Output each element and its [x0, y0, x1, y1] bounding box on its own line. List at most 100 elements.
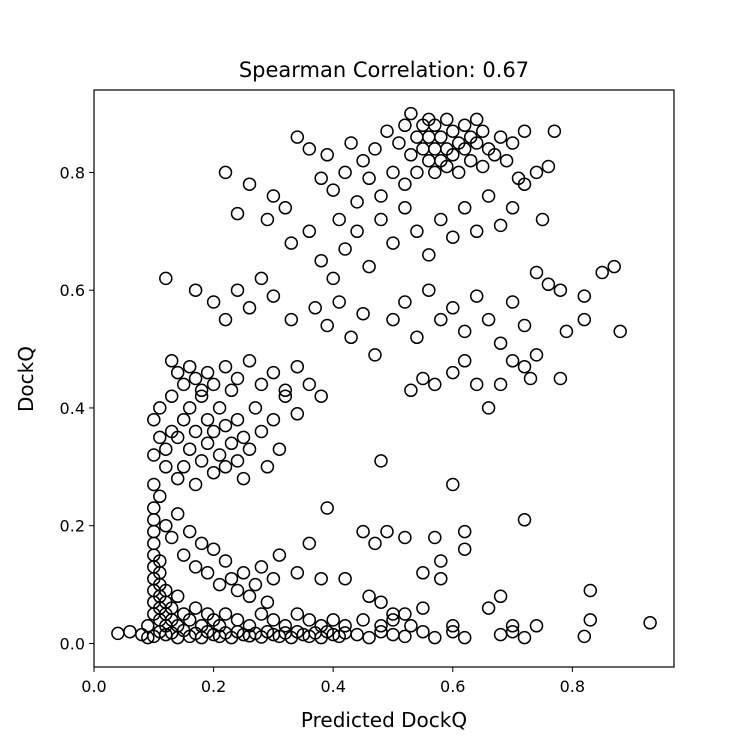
data-point — [338, 242, 352, 256]
data-point — [404, 619, 418, 633]
data-point — [416, 371, 430, 386]
data-point — [493, 336, 508, 350]
data-point — [254, 424, 269, 439]
data-point — [170, 365, 185, 380]
data-point — [182, 524, 197, 539]
data-point — [434, 312, 448, 327]
data-point — [428, 377, 442, 392]
data-point — [446, 365, 460, 380]
data-point — [440, 159, 454, 174]
data-point — [254, 271, 269, 286]
data-point — [147, 412, 161, 427]
data-point — [475, 124, 490, 138]
data-point — [164, 601, 179, 615]
data-point — [326, 183, 340, 197]
data-point — [266, 613, 281, 627]
data-point — [254, 377, 269, 392]
data-point — [188, 424, 203, 439]
data-point — [188, 560, 203, 574]
data-point — [164, 389, 179, 403]
data-point — [230, 583, 245, 598]
data-point — [290, 130, 305, 144]
data-point — [153, 401, 167, 415]
data-point — [517, 513, 532, 527]
data-point — [362, 589, 376, 604]
data-point — [147, 513, 161, 527]
data-point — [398, 629, 412, 644]
data-point — [206, 424, 221, 439]
data-point — [332, 295, 346, 309]
x-axis-label: Predicted DockQ — [301, 708, 467, 732]
data-point — [356, 153, 370, 168]
data-point — [577, 629, 592, 644]
data-point — [164, 354, 179, 368]
y-tick-label: 0.0 — [60, 634, 85, 653]
data-point — [326, 613, 340, 627]
x-tick-label: 0.0 — [81, 677, 106, 696]
data-point — [481, 189, 496, 203]
data-point — [541, 159, 556, 174]
data-point — [434, 571, 448, 586]
data-point — [332, 212, 346, 227]
data-point — [147, 477, 161, 492]
data-point — [314, 619, 328, 633]
data-point — [212, 401, 227, 415]
y-tick-label: 0.6 — [60, 281, 85, 300]
y-tick-label: 0.4 — [60, 399, 85, 418]
data-point — [469, 224, 484, 239]
data-point — [374, 454, 388, 468]
data-point — [457, 324, 472, 339]
data-point — [398, 295, 412, 309]
data-point — [242, 177, 257, 191]
data-point — [422, 283, 436, 297]
data-point — [302, 536, 317, 551]
data-point — [469, 289, 484, 303]
data-point — [493, 218, 508, 233]
data-point — [266, 412, 281, 427]
data-point — [505, 136, 520, 150]
data-point — [260, 624, 275, 639]
data-point — [242, 301, 257, 315]
data-point — [224, 436, 239, 451]
data-point — [302, 224, 317, 239]
data-point — [469, 377, 484, 392]
data-point — [159, 442, 173, 456]
data-point — [182, 401, 197, 415]
data-point — [457, 142, 472, 156]
data-point — [380, 524, 394, 539]
data-point — [446, 230, 460, 244]
data-point — [290, 624, 305, 639]
data-point — [523, 371, 538, 386]
data-point — [338, 165, 352, 180]
data-point — [410, 330, 424, 345]
data-point — [428, 142, 442, 156]
data-point — [206, 465, 221, 480]
data-point — [218, 312, 233, 327]
data-point — [230, 412, 245, 427]
data-point — [577, 289, 592, 303]
data-point — [398, 607, 412, 621]
chart-title: Spearman Correlation: 0.67 — [239, 58, 529, 82]
data-point — [404, 383, 418, 398]
data-point — [529, 265, 544, 280]
data-point — [451, 165, 466, 180]
data-point — [147, 536, 161, 551]
data-point — [266, 571, 281, 586]
data-point — [493, 377, 508, 392]
data-point — [457, 354, 472, 368]
data-point — [422, 153, 436, 168]
data-point — [457, 542, 472, 556]
data-point — [356, 613, 370, 627]
data-point — [320, 148, 334, 162]
data-point — [272, 548, 287, 562]
data-point — [218, 418, 233, 433]
data-point — [182, 359, 197, 374]
data-point — [164, 530, 179, 545]
data-point — [410, 130, 424, 144]
data-point — [368, 536, 382, 551]
data-point — [194, 536, 209, 551]
data-point — [416, 142, 430, 156]
data-point — [338, 571, 352, 586]
data-point — [446, 624, 460, 639]
data-point — [595, 265, 609, 280]
